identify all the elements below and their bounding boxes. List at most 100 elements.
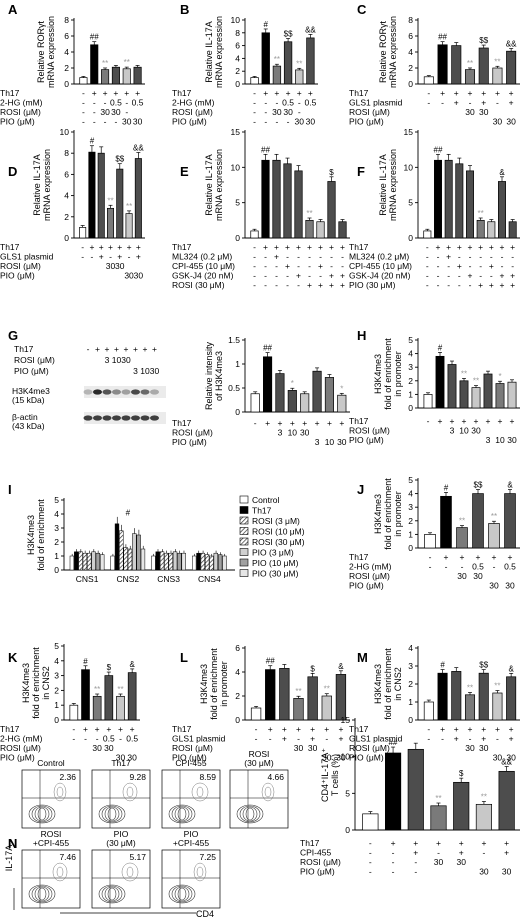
bar (104, 675, 114, 721)
condition-value: + (340, 242, 345, 252)
significance-mark: ** (296, 59, 302, 68)
blot-condition-value: + (143, 344, 148, 354)
significance-mark: && (501, 757, 512, 766)
condition-value: 30 (337, 437, 347, 447)
bar (272, 65, 282, 85)
gate-percentage: 5.17 (129, 852, 146, 862)
condition-value: - (275, 117, 278, 127)
y-tick-label: 4 (54, 656, 59, 666)
blot-membrane (84, 386, 166, 398)
y-tick-label: 4 (235, 53, 240, 63)
y-tick-label: 3 (54, 523, 59, 533)
bar (338, 221, 347, 239)
panel-F: F 0 5 10 15 Relative IL-17A mRNA expression ## *… (349, 127, 520, 290)
condition-value: - (298, 107, 301, 117)
condition-value: - (125, 107, 128, 117)
condition-label: PIO (μM) (0, 753, 35, 763)
bar (217, 554, 223, 571)
condition-value: + (92, 88, 97, 98)
condition-value: - (253, 117, 256, 127)
condition-value: + (446, 242, 451, 252)
bar (464, 69, 476, 85)
gate-percentage: 7.25 (199, 852, 216, 862)
condition-value: - (82, 88, 85, 98)
condition-value: - (447, 280, 450, 290)
significance-mark: ** (459, 517, 465, 526)
significance-mark: * (291, 379, 294, 388)
condition-label: Th17 (172, 418, 192, 428)
blot-condition-label: Th17 (14, 344, 34, 354)
y-tick-label: 1 (235, 359, 240, 369)
condition-value: + (500, 271, 505, 281)
bar (116, 695, 125, 721)
condition-value: + (460, 552, 465, 562)
y-tick-label: 5 (235, 198, 240, 208)
condition-value: + (315, 418, 320, 428)
condition-value: - (427, 724, 430, 734)
bar (451, 45, 462, 85)
condition-label: PIO (μM) (172, 117, 207, 127)
condition-value: + (268, 724, 273, 734)
y-tick-label: 0 (64, 233, 69, 243)
bar (111, 66, 120, 85)
legend-swatch (239, 506, 249, 514)
y-tick-label: 2 (235, 66, 240, 76)
condition-value: - (330, 252, 333, 262)
condition-value: - (81, 242, 84, 252)
gate-percentage: 2.36 (59, 772, 76, 782)
condition-label: 2-HG (mM) (0, 734, 43, 744)
condition-value: - (253, 98, 256, 108)
condition-label: PIO (μM) (349, 581, 384, 591)
significance-mark: ** (124, 58, 130, 67)
flow-contour (126, 866, 134, 878)
condition-label: ROSI (μM) (172, 428, 213, 438)
panel-G: G 0 0.5 1 1.5 Relative intensity of H3K4me3 ## *… (8, 328, 350, 447)
condition-value: - (341, 252, 344, 262)
bar (88, 151, 96, 239)
bar (423, 701, 434, 721)
y-tick-label: 8 (64, 148, 69, 158)
y-tick-label: 1 (54, 551, 59, 561)
condition-label: ROSI (μM) (300, 857, 341, 867)
bar (506, 676, 517, 721)
y-tick-label: 8 (64, 15, 69, 25)
condition-value: - (264, 252, 267, 262)
bar (293, 698, 304, 721)
legend-swatch (239, 558, 249, 567)
bar (455, 163, 464, 239)
y-tick-label: 0 (345, 825, 350, 835)
condition-value: - (369, 848, 372, 858)
x-tick-label: CNS2 (117, 574, 140, 584)
condition-value: - (441, 98, 444, 108)
condition-value: + (282, 724, 287, 734)
blot-condition-value: + (124, 344, 129, 354)
legend-swatch (239, 537, 249, 546)
condition-value: + (489, 280, 494, 290)
bar (87, 552, 92, 571)
y-tick-label: 2 (64, 63, 69, 73)
y-tick-label: 1 (408, 529, 413, 539)
significance-mark: & (508, 664, 514, 673)
bar (294, 170, 303, 239)
condition-label: PIO (μM) (172, 753, 207, 763)
condition-label: Th17 (349, 416, 369, 426)
condition-value: + (136, 252, 141, 262)
condition-value: - (469, 261, 472, 271)
condition-label: ROSI (μM) (0, 107, 41, 117)
condition-value: + (510, 280, 515, 290)
flow-contour (196, 866, 204, 878)
blot-band (112, 389, 121, 395)
condition-value: + (454, 724, 459, 734)
bar (337, 394, 347, 413)
y-axis-title-line: fold of enrichment (31, 647, 41, 719)
condition-label: GSK-J4 (20 nM) (349, 271, 411, 281)
condition-value: - (392, 857, 395, 867)
condition-value: + (446, 252, 451, 262)
condition-value: + (135, 88, 140, 98)
condition-value: 30 (434, 857, 444, 867)
condition-value: 10 (495, 435, 505, 445)
condition-value: - (479, 271, 482, 281)
significance-mark: ** (467, 683, 473, 692)
condition-value: - (511, 252, 514, 262)
bar (300, 393, 310, 413)
